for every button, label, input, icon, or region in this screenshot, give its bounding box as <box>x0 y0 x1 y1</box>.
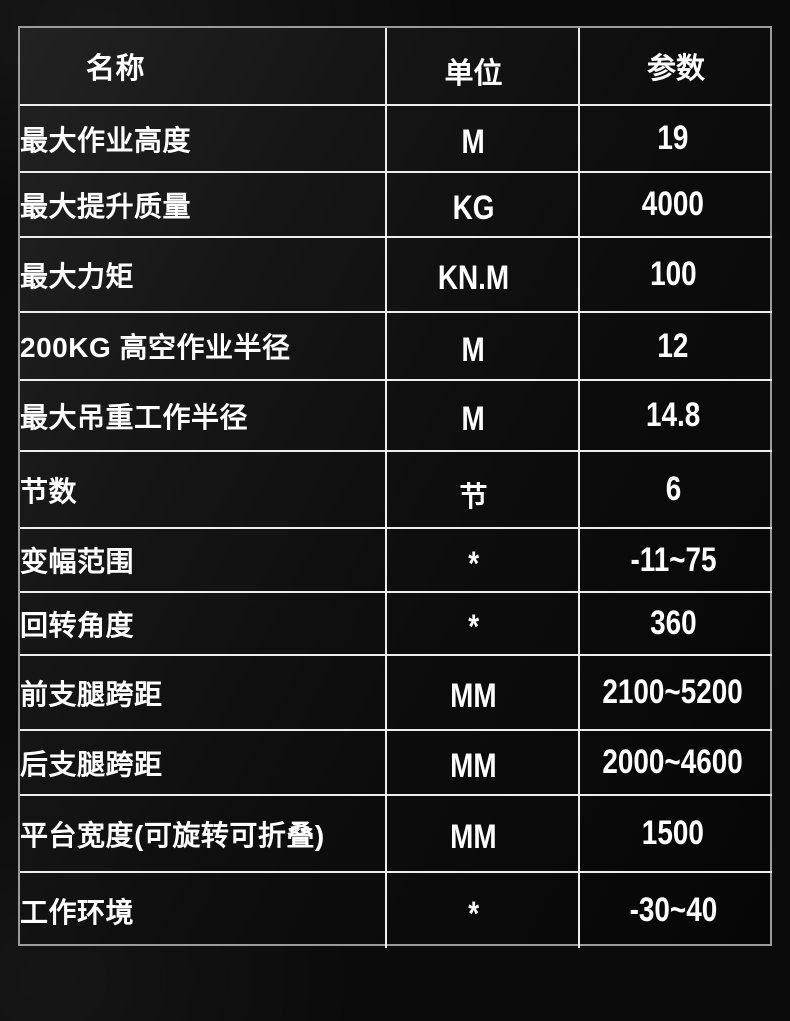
spec-param-cell: 14.8 <box>579 380 772 452</box>
spec-name-text: 变幅范围 <box>20 546 135 577</box>
spec-param-text: -11~75 <box>629 540 717 579</box>
spec-param-cell: 19 <box>579 105 772 173</box>
spec-name-cell: 200KG 高空作业半径 <box>20 312 387 381</box>
spec-unit-cell: MM <box>386 795 580 873</box>
spec-unit-text: M <box>461 400 486 438</box>
table-row: 最大提升质量 KG 4000 <box>20 172 772 238</box>
spec-name-cell: 工作环境 <box>20 872 387 948</box>
table-row: 平台宽度(可旋转可折叠) MM 1500 <box>20 795 772 873</box>
spec-unit-cell: MM <box>386 655 580 731</box>
spec-param-cell: 2100~5200 <box>579 655 772 731</box>
spec-param-text: 1500 <box>641 814 705 852</box>
spec-name-text: 200KG 高空作业半径 <box>20 332 291 363</box>
spec-param-text: 4000 <box>641 185 705 223</box>
spec-param-text: 2000~4600 <box>602 743 744 781</box>
spec-param-cell: 1500 <box>579 795 772 873</box>
spec-name-cell: 前支腿跨距 <box>20 655 387 731</box>
spec-unit-text: MM <box>450 677 497 715</box>
table-row: 前支腿跨距 MM 2100~5200 <box>20 655 772 731</box>
table-row: 变幅范围 * -11~75 <box>20 528 772 593</box>
spec-unit-text: M <box>461 123 486 161</box>
spec-name-cell: 回转角度 <box>20 592 387 656</box>
spec-name-cell: 最大提升质量 <box>20 172 387 238</box>
table-row: 最大作业高度 M 19 <box>20 105 772 173</box>
spec-name-cell: 变幅范围 <box>20 528 387 593</box>
spec-param-cell: 360 <box>579 592 772 656</box>
spec-unit-text: KN.M <box>437 259 510 297</box>
table-header-row: 名称 单位 参数 <box>20 28 772 106</box>
spec-param-text: 360 <box>649 604 697 642</box>
spec-name-text: 最大力矩 <box>20 260 135 292</box>
spec-param-cell: 4000 <box>579 172 772 238</box>
column-header-name: 名称 <box>20 28 387 106</box>
table-row: 节数 节 6 <box>20 451 772 529</box>
spec-name-text: 工作环境 <box>20 896 135 928</box>
spec-param-cell: -11~75 <box>579 528 772 593</box>
table-row: 200KG 高空作业半径 M 12 <box>20 312 772 381</box>
table-row: 最大吊重工作半径 M 14.8 <box>20 380 772 452</box>
spec-param-text: 14.8 <box>645 396 701 434</box>
column-header-param: 参数 <box>579 28 772 106</box>
spec-param-text: 19 <box>657 119 689 157</box>
spec-name-cell: 最大力矩 <box>20 237 387 313</box>
spec-name-text: 最大吊重工作半径 <box>20 401 249 433</box>
spec-param-cell: 6 <box>579 451 772 529</box>
spec-unit-cell: M <box>386 380 580 452</box>
table-row: 最大力矩 KN.M 100 <box>20 237 772 313</box>
spec-unit-text: * <box>468 544 479 583</box>
column-header-param-label: 参数 <box>646 53 705 85</box>
spec-unit-text: 节 <box>459 480 488 512</box>
column-header-unit-label: 单位 <box>444 58 503 90</box>
spec-unit-cell: M <box>386 105 580 173</box>
spec-unit-text: * <box>468 608 479 646</box>
spec-unit-text: MM <box>450 747 497 785</box>
spec-name-cell: 最大作业高度 <box>20 105 387 173</box>
spec-name-text: 节数 <box>20 475 78 507</box>
spec-unit-text: MM <box>450 818 497 856</box>
table-row: 后支腿跨距 MM 2000~4600 <box>20 730 772 796</box>
spec-unit-text: KG <box>452 189 495 227</box>
spec-name-cell: 最大吊重工作半径 <box>20 380 387 452</box>
spec-param-cell: 2000~4600 <box>579 730 772 796</box>
spec-param-text: 2100~5200 <box>602 673 744 711</box>
spec-param-text: 12 <box>657 326 689 365</box>
spec-unit-cell: KG <box>386 172 580 238</box>
spec-unit-cell: M <box>386 312 580 381</box>
spec-unit-text: M <box>461 330 486 369</box>
spec-unit-text: * <box>468 895 479 933</box>
spec-unit-cell: * <box>386 592 580 656</box>
spec-param-text: 100 <box>649 255 697 293</box>
spec-table: 名称 单位 参数 最大作业高度 M 19 最大提升质量 <box>18 26 772 948</box>
spec-name-text: 后支腿跨距 <box>20 748 163 780</box>
spec-name-cell: 节数 <box>20 451 387 529</box>
spec-param-text: -30~40 <box>629 891 717 929</box>
spec-name-text: 最大提升质量 <box>20 190 192 222</box>
spec-name-text: 前支腿跨距 <box>20 678 163 710</box>
table-row: 工作环境 * -30~40 <box>20 872 772 948</box>
spec-param-text: 6 <box>665 470 681 508</box>
spec-param-cell: -30~40 <box>579 872 772 948</box>
spec-name-cell: 后支腿跨距 <box>20 730 387 796</box>
spec-unit-cell: MM <box>386 730 580 796</box>
table-row: 回转角度 * 360 <box>20 592 772 656</box>
spec-unit-cell: * <box>386 872 580 948</box>
spec-table-grid: 名称 单位 参数 最大作业高度 M 19 最大提升质量 <box>20 28 772 948</box>
spec-param-cell: 12 <box>579 312 772 381</box>
spec-name-text: 平台宽度(可旋转可折叠) <box>20 819 325 851</box>
spec-unit-cell: * <box>386 528 580 593</box>
spec-unit-cell: 节 <box>386 451 580 529</box>
spec-unit-cell: KN.M <box>386 237 580 313</box>
column-header-unit: 单位 <box>386 28 580 106</box>
column-header-name-label: 名称 <box>86 53 146 85</box>
spec-name-text: 最大作业高度 <box>20 124 192 156</box>
spec-name-cell: 平台宽度(可旋转可折叠) <box>20 795 387 873</box>
spec-param-cell: 100 <box>579 237 772 313</box>
spec-name-text: 回转角度 <box>20 609 135 641</box>
